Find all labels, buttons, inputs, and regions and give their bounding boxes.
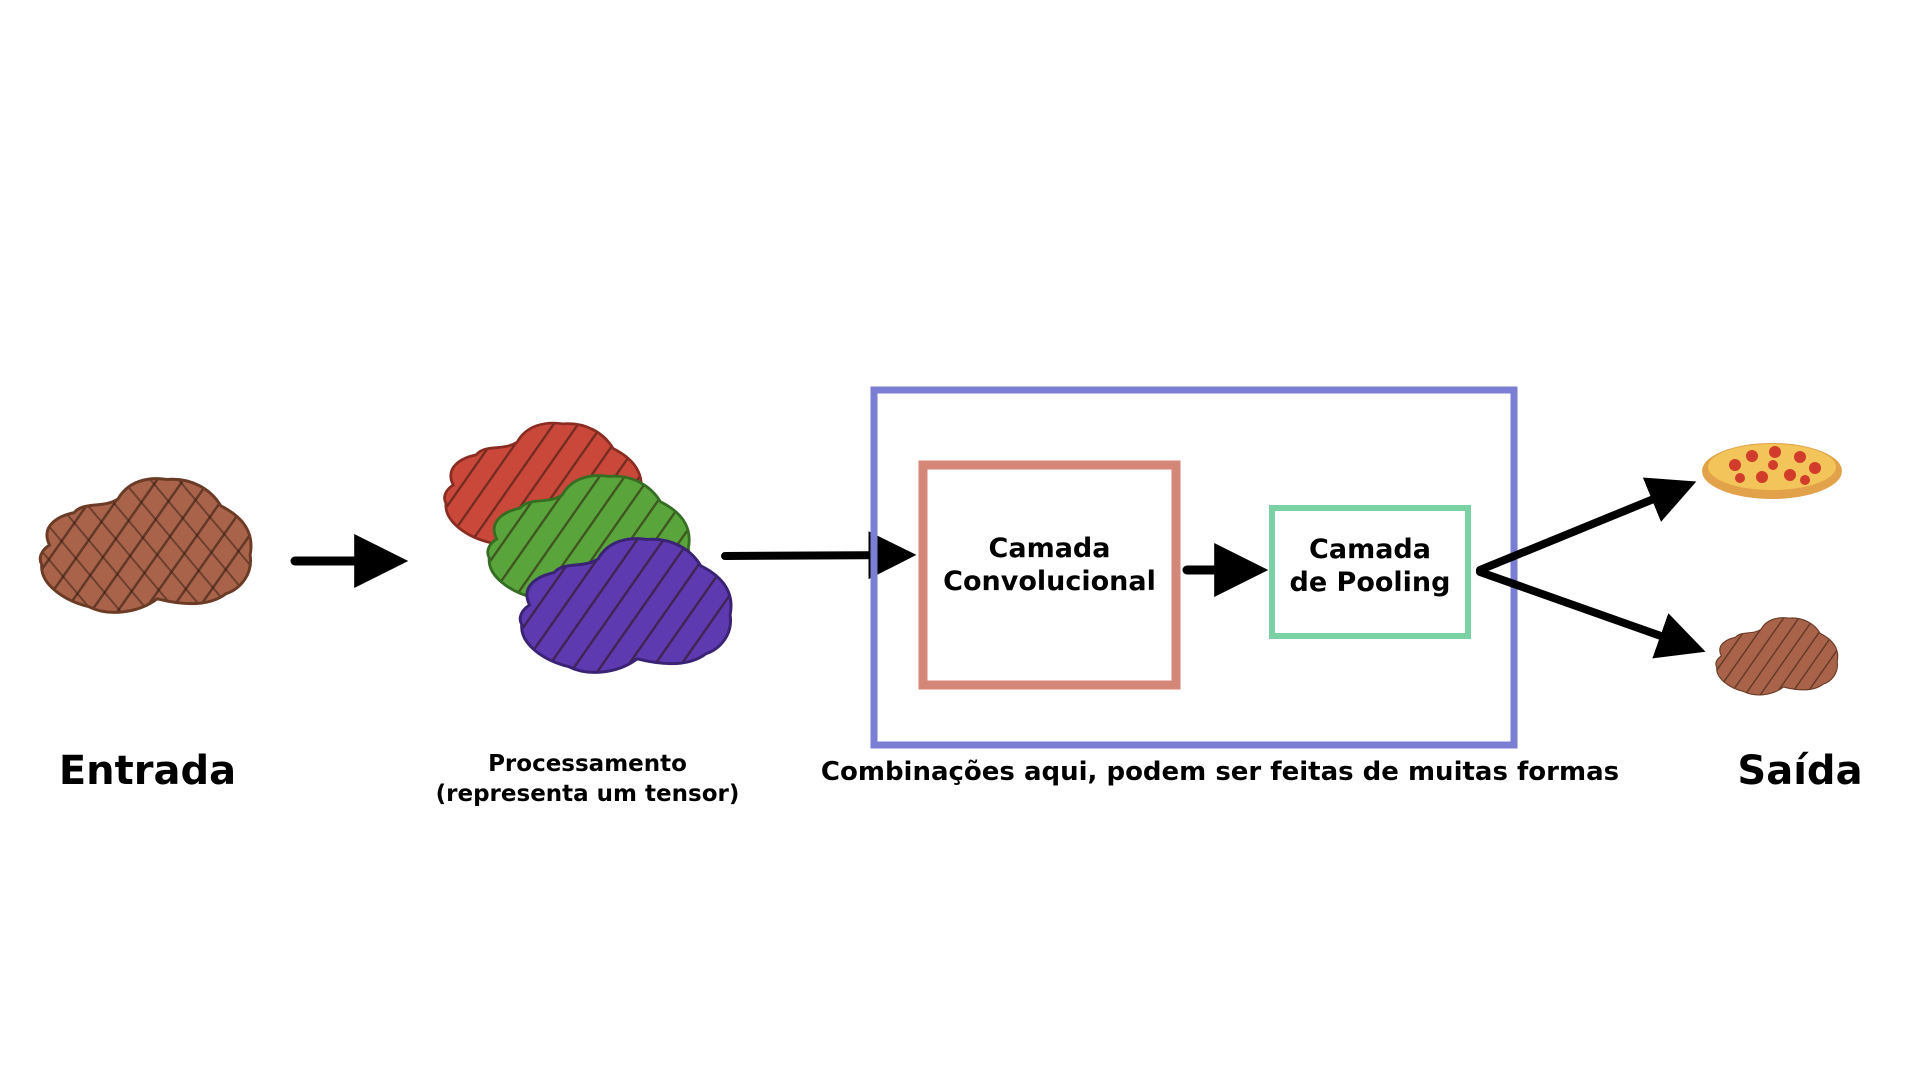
processing-label-line2: (representa um tensor)	[435, 781, 740, 807]
pooling-layer-box	[1269, 505, 1471, 639]
combinations-box	[870, 386, 1518, 749]
pooling-layer-label: Camada de Pooling	[1272, 533, 1468, 599]
pizza-icon	[1702, 443, 1842, 499]
output-label: Saída	[1737, 748, 1863, 794]
arrow-to-steak-output	[1476, 568, 1706, 659]
pool-label-line1: Camada	[1309, 534, 1431, 565]
arrow-to-pizza	[1476, 477, 1697, 574]
processing-label: Processamento (representa um tensor)	[420, 749, 755, 809]
conv-layer-box	[918, 460, 1181, 690]
conv-label-line2: Convolucional	[943, 566, 1156, 597]
output-steak-icon	[1715, 617, 1839, 696]
conv-layer-label: Camada Convolucional	[923, 532, 1176, 598]
conv-label-line1: Camada	[988, 533, 1111, 564]
input-label: Entrada	[58, 748, 237, 794]
pool-label-line2: de Pooling	[1289, 567, 1451, 598]
processing-label-line1: Processamento	[488, 751, 687, 777]
input-steak-icon	[38, 477, 253, 614]
combinations-label: Combinações aqui, podem ser feitas de mu…	[820, 757, 1620, 787]
